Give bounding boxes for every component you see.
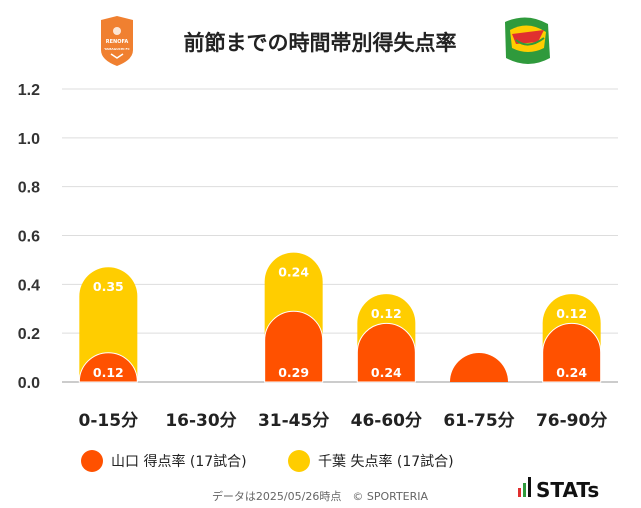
chart-title: 前節までの時間帯別得失点率 (184, 31, 457, 55)
y-tick-label: 0.0 (18, 375, 40, 392)
data-label-home: 0.24 (556, 365, 587, 380)
home-team-logo: RENOFA YAMAGUCHI FC (101, 16, 133, 66)
legend-away-label: 千葉 失点率 (17試合) (318, 453, 454, 470)
y-tick-label: 0.6 (18, 229, 40, 246)
bar-home (264, 310, 324, 383)
away-team-logo (505, 17, 550, 65)
grid (62, 88, 618, 334)
bar-home (356, 322, 416, 383)
y-axis: 0.0 0.2 0.4 0.6 0.8 1.0 1.2 (18, 82, 40, 392)
data-label-away: 0.12 (371, 306, 402, 321)
x-tick-label: 0-15分 (79, 411, 139, 431)
legend-away-swatch (288, 450, 310, 472)
stats-brand-text: STATs (536, 478, 599, 502)
data-label-home: 0.29 (278, 365, 309, 380)
stats-bar-red-icon (518, 488, 521, 497)
x-tick-label: 31-45分 (258, 411, 329, 431)
data-label-away: 0.35 (93, 279, 124, 294)
x-tick-label: 61-75分 (443, 411, 514, 431)
data-label-home: 0.24 (371, 365, 402, 380)
stats-bar-black-icon (528, 477, 531, 497)
bar-home (78, 352, 138, 383)
y-tick-label: 0.4 (18, 277, 40, 294)
y-tick-label: 0.8 (18, 180, 40, 197)
data-labels: 0.12 0.35 0.29 0.24 0.24 0.12 0.24 0.12 (93, 265, 587, 380)
legend-home-label: 山口 得点率 (17試合) (111, 453, 247, 470)
x-tick-label: 46-60分 (351, 411, 422, 431)
data-label-away: 0.24 (278, 265, 309, 280)
data-label-home: 0.12 (93, 365, 124, 380)
home-shield-icon (101, 16, 133, 66)
bar-away (79, 267, 138, 382)
y-tick-label: 0.2 (18, 326, 40, 343)
home-logo-text: RENOFA (106, 39, 129, 45)
home-emblem-icon (113, 27, 121, 35)
x-axis: 0-15分 16-30分 31-45分 46-60分 61-75分 76-90分 (79, 411, 608, 431)
stats-logo: STATs (518, 477, 599, 502)
data-label-away: 0.12 (556, 306, 587, 321)
home-logo-subtext: YAMAGUCHI FC (103, 47, 130, 51)
y-tick-label: 1.0 (18, 131, 40, 148)
away-logo-wing-icon (515, 37, 545, 46)
stats-bar-green-icon (523, 483, 526, 497)
footer-note: データは2025/05/26時点 © SPORTERIA (212, 489, 429, 503)
y-tick-label: 1.2 (18, 82, 40, 99)
legend: 山口 得点率 (17試合) 千葉 失点率 (17試合) (81, 450, 454, 472)
x-tick-label: 76-90分 (536, 411, 607, 431)
bar-home (542, 322, 602, 383)
home-logo-mark-icon (110, 53, 124, 59)
bars (78, 252, 602, 383)
legend-home-swatch (81, 450, 103, 472)
bar-home (450, 353, 508, 382)
x-tick-label: 16-30分 (165, 411, 236, 431)
away-logo-dog-icon (512, 30, 544, 44)
